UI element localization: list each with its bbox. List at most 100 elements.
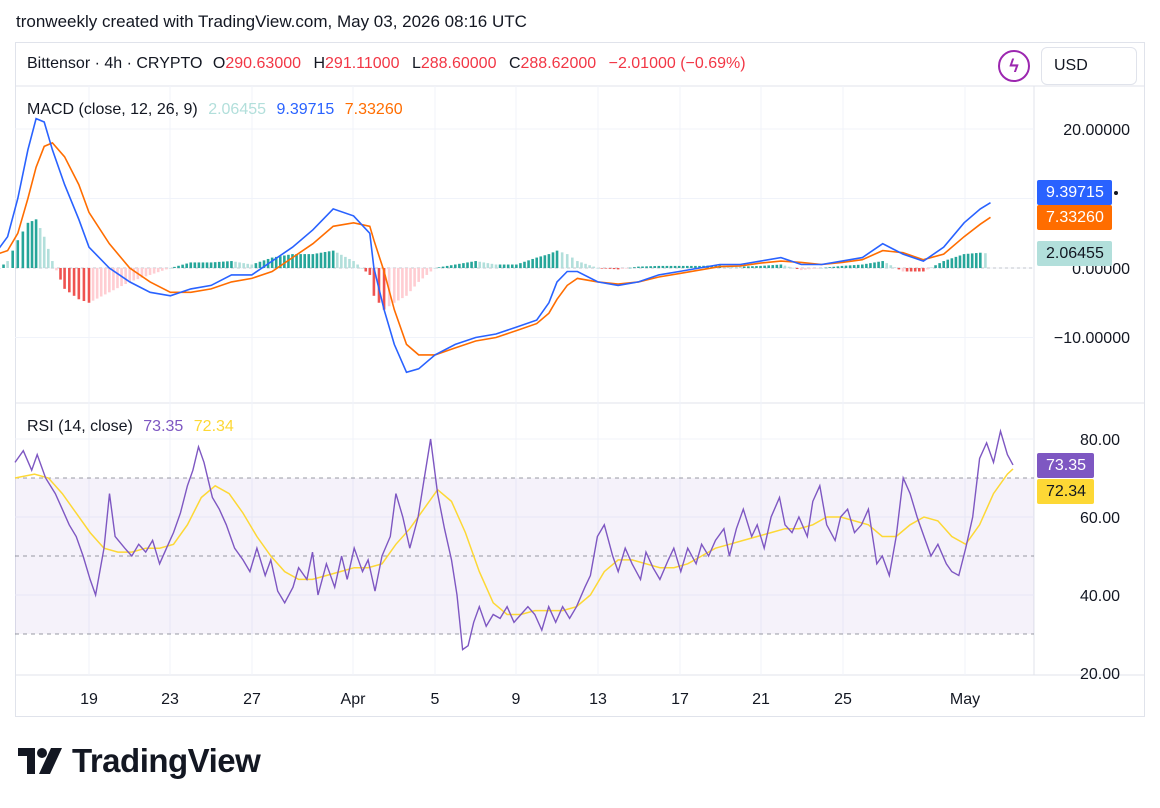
hist-last-tag: 2.06455 [1037,241,1112,266]
macd-hist-value: 2.06455 [208,101,267,118]
macd-histogram-bar [397,268,400,301]
macd-last-tag: 9.39715 [1037,180,1112,205]
macd-histogram-bar [387,268,391,307]
signal-last-tag: 7.33260 [1037,205,1112,230]
macd-histogram-bar [804,268,807,270]
macd-histogram-bar [148,268,152,275]
macd-histogram-bar [340,254,343,268]
macd-histogram-bar [881,261,884,268]
macd-histogram-bar [209,262,213,268]
macd-histogram-bar [698,265,701,268]
macd-histogram-bar [95,268,99,299]
symbol-name[interactable]: Bittensor · 4h · CRYPTO [27,55,203,72]
macd-histogram-bar [55,268,58,271]
macd-histogram-bar [409,268,412,292]
macd-histogram-bar [824,267,827,269]
macd-histogram-bar [377,268,381,303]
macd-histogram-bar [99,268,103,297]
macd-histogram-bar [152,268,156,274]
macd-histogram-bar [869,263,872,268]
macd-histogram-bar [335,252,339,268]
macd-histogram-bar [783,265,787,268]
macd-histogram-bar [905,268,909,272]
macd-histogram-bar [433,268,437,269]
macd-histogram-bar [669,265,673,268]
macd-histogram-bar [877,261,880,268]
macd-histogram-bar [974,253,978,268]
currency-selector[interactable]: USD [1041,47,1137,85]
macd-histogram-bar [274,256,278,268]
macd-histogram-bar [633,267,636,268]
macd-histogram-bar [763,265,766,268]
macd-histogram-bar [331,250,335,268]
macd-histogram-bar [734,266,738,268]
macd-histogram-bar [779,264,783,268]
macd-histogram-bar [942,261,945,268]
macd-histogram-bar [16,240,20,268]
rsi-legend: RSI (14, close) 73.35 72.34 [27,418,236,436]
macd-histogram-bar [368,268,372,275]
macd-histogram-bar [445,265,449,268]
rsi-y-tick-label: 20.00 [1080,666,1120,683]
macd-histogram-bar [954,256,958,268]
macd-histogram-bar [352,261,355,268]
macd-histogram-bar [242,263,245,268]
macd-histogram-bar [382,268,386,310]
rsi-ma-value: 72.34 [193,418,234,435]
macd-histogram-bar [690,265,693,268]
macd-histogram-bar [612,268,616,270]
macd-histogram-bar [795,268,799,269]
macd-histogram-bar [547,254,551,268]
macd-histogram-bar [234,261,237,268]
macd-histogram-bar [571,257,574,268]
macd-histogram-bar [816,268,819,269]
macd-histogram-bar [250,264,254,268]
macd-histogram-bar [258,261,262,268]
macd-histogram-bar [364,268,368,272]
macd-histogram-bar [751,266,754,268]
macd-histogram-bar [421,268,425,279]
change-value: −2.01000 (−0.69%) [608,55,746,72]
macd-histogram-bar [482,262,486,268]
macd-histogram-bar [767,265,770,268]
macd-histogram-bar [592,266,595,268]
macd-histogram-bar [771,265,775,268]
macd-histogram-bar [103,268,107,295]
macd-histogram-bar [462,263,465,268]
rsi-y-tick-label: 40.00 [1080,588,1120,605]
macd-histogram-bar [543,255,547,268]
rsi-y-tick-label: 80.00 [1080,432,1120,449]
macd-histogram-bar [291,254,294,268]
macd-histogram-bar [213,262,217,268]
macd-histogram-bar [873,262,876,268]
macd-histogram-bar [958,255,962,268]
macd-histogram-bar [604,268,608,269]
macd-histogram-bar [417,268,420,282]
macd-histogram-bar [527,260,530,268]
macd-histogram-bar [299,254,302,268]
macd-histogram-bar [531,258,534,268]
macd-histogram-bar [694,265,697,268]
tradingview-logo[interactable]: TradingView [18,742,261,780]
macd-histogram-bar [665,265,669,268]
bolt-icon[interactable]: ϟ [998,50,1030,82]
macd-histogram-bar [584,263,587,268]
macd-histogram-bar [327,251,331,268]
macd-y-tick-label: −10.00000 [1054,330,1130,347]
macd-histogram-bar [848,265,852,268]
macd-title[interactable]: MACD (close, 12, 26, 9) [27,101,198,118]
macd-histogram-bar [454,264,457,268]
macd-histogram-bar [38,228,42,268]
macd-histogram-bar [356,264,359,268]
macd-histogram-bar [865,263,868,268]
macd-histogram-bar [270,257,274,268]
chart-frame[interactable] [15,42,1145,717]
open-label: O [212,55,226,72]
macd-histogram-bar [181,264,184,268]
rsi-title[interactable]: RSI (14, close) [27,418,133,435]
macd-histogram-bar [523,261,526,268]
macd-histogram-bar [840,265,844,268]
macd-histogram-bar [226,261,229,268]
macd-value: 9.39715 [276,101,335,118]
